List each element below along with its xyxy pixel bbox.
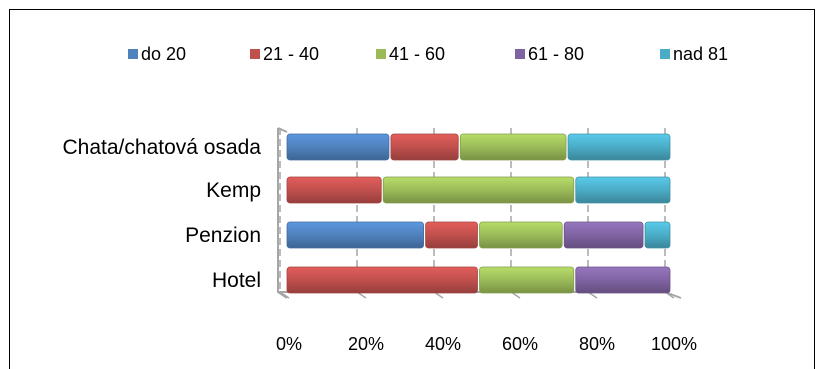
bar-segment xyxy=(286,176,382,204)
legend-label: 41 - 60 xyxy=(389,44,445,64)
x-tick-label: 80% xyxy=(579,334,615,354)
legend-swatch xyxy=(660,49,670,59)
gridline-floor xyxy=(279,291,290,299)
legend-label: nad 81 xyxy=(673,44,728,64)
legend-label: 21 - 40 xyxy=(263,44,319,64)
bar-segment xyxy=(390,133,459,161)
bar-segment xyxy=(286,266,478,294)
category-label: Kemp xyxy=(206,179,261,202)
x-tick-label: 100% xyxy=(651,334,697,354)
bar-segment xyxy=(563,221,644,249)
bar-segment xyxy=(382,176,575,204)
legend-swatch xyxy=(515,49,525,59)
x-tick-label: 60% xyxy=(502,334,538,354)
x-tick-label: 40% xyxy=(425,334,461,354)
category-label: Penzion xyxy=(185,224,261,247)
legend-swatch xyxy=(250,49,260,59)
bar-segment xyxy=(575,176,671,204)
bar-segment xyxy=(567,133,671,161)
category-label: Hotel xyxy=(212,269,261,292)
chart-frame xyxy=(9,9,815,369)
x-tick-label: 0% xyxy=(276,334,302,354)
bar-segment xyxy=(479,266,575,294)
bar-segment xyxy=(425,221,478,249)
category-label: Chata/chatová osada xyxy=(63,136,262,159)
legend-swatch xyxy=(376,49,386,59)
bar-segment xyxy=(479,221,563,249)
legend-label: do 20 xyxy=(141,44,186,64)
bar-segment xyxy=(459,133,567,161)
x-tick-label: 20% xyxy=(348,334,384,354)
bar-segment xyxy=(286,221,425,249)
legend-swatch xyxy=(128,49,138,59)
legend-label: 61 - 80 xyxy=(528,44,584,64)
bar-segment xyxy=(575,266,671,294)
bar-segment xyxy=(644,221,671,249)
bar-segment xyxy=(286,133,390,161)
